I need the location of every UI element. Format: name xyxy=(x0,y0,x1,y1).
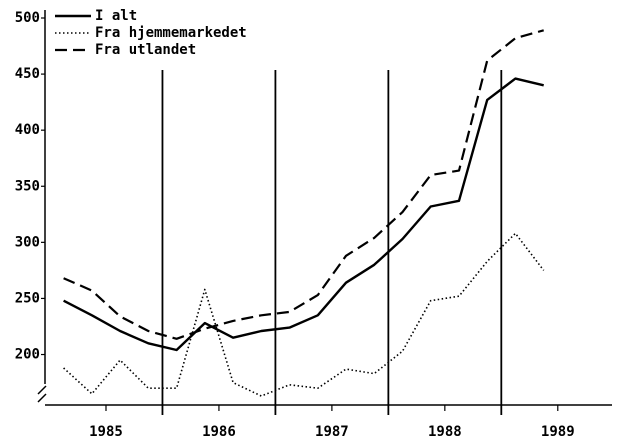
x-tick-label: 1989 xyxy=(541,424,575,440)
y-tick-label: 500 xyxy=(15,10,40,26)
legend-label: Fra hjemmemarkedet xyxy=(95,25,247,41)
x-tick-label: 1988 xyxy=(428,424,462,440)
x-tick-label: 1985 xyxy=(89,424,123,440)
y-tick-label: 250 xyxy=(15,290,40,306)
series-line xyxy=(63,77,544,352)
series-line xyxy=(63,232,545,397)
x-tick-label: 1987 xyxy=(315,424,349,440)
y-tick-label: 200 xyxy=(15,347,40,363)
legend-label: Fra utlandet xyxy=(95,42,196,58)
y-tick-label: 300 xyxy=(15,234,40,250)
axis-break xyxy=(37,385,47,403)
x-tick-label: 1986 xyxy=(202,424,236,440)
y-tick-label: 450 xyxy=(15,66,40,82)
y-tick-label: 400 xyxy=(15,122,40,138)
y-tick-label: 350 xyxy=(15,178,40,194)
legend-label: I alt xyxy=(95,8,137,24)
series-line xyxy=(63,29,544,340)
